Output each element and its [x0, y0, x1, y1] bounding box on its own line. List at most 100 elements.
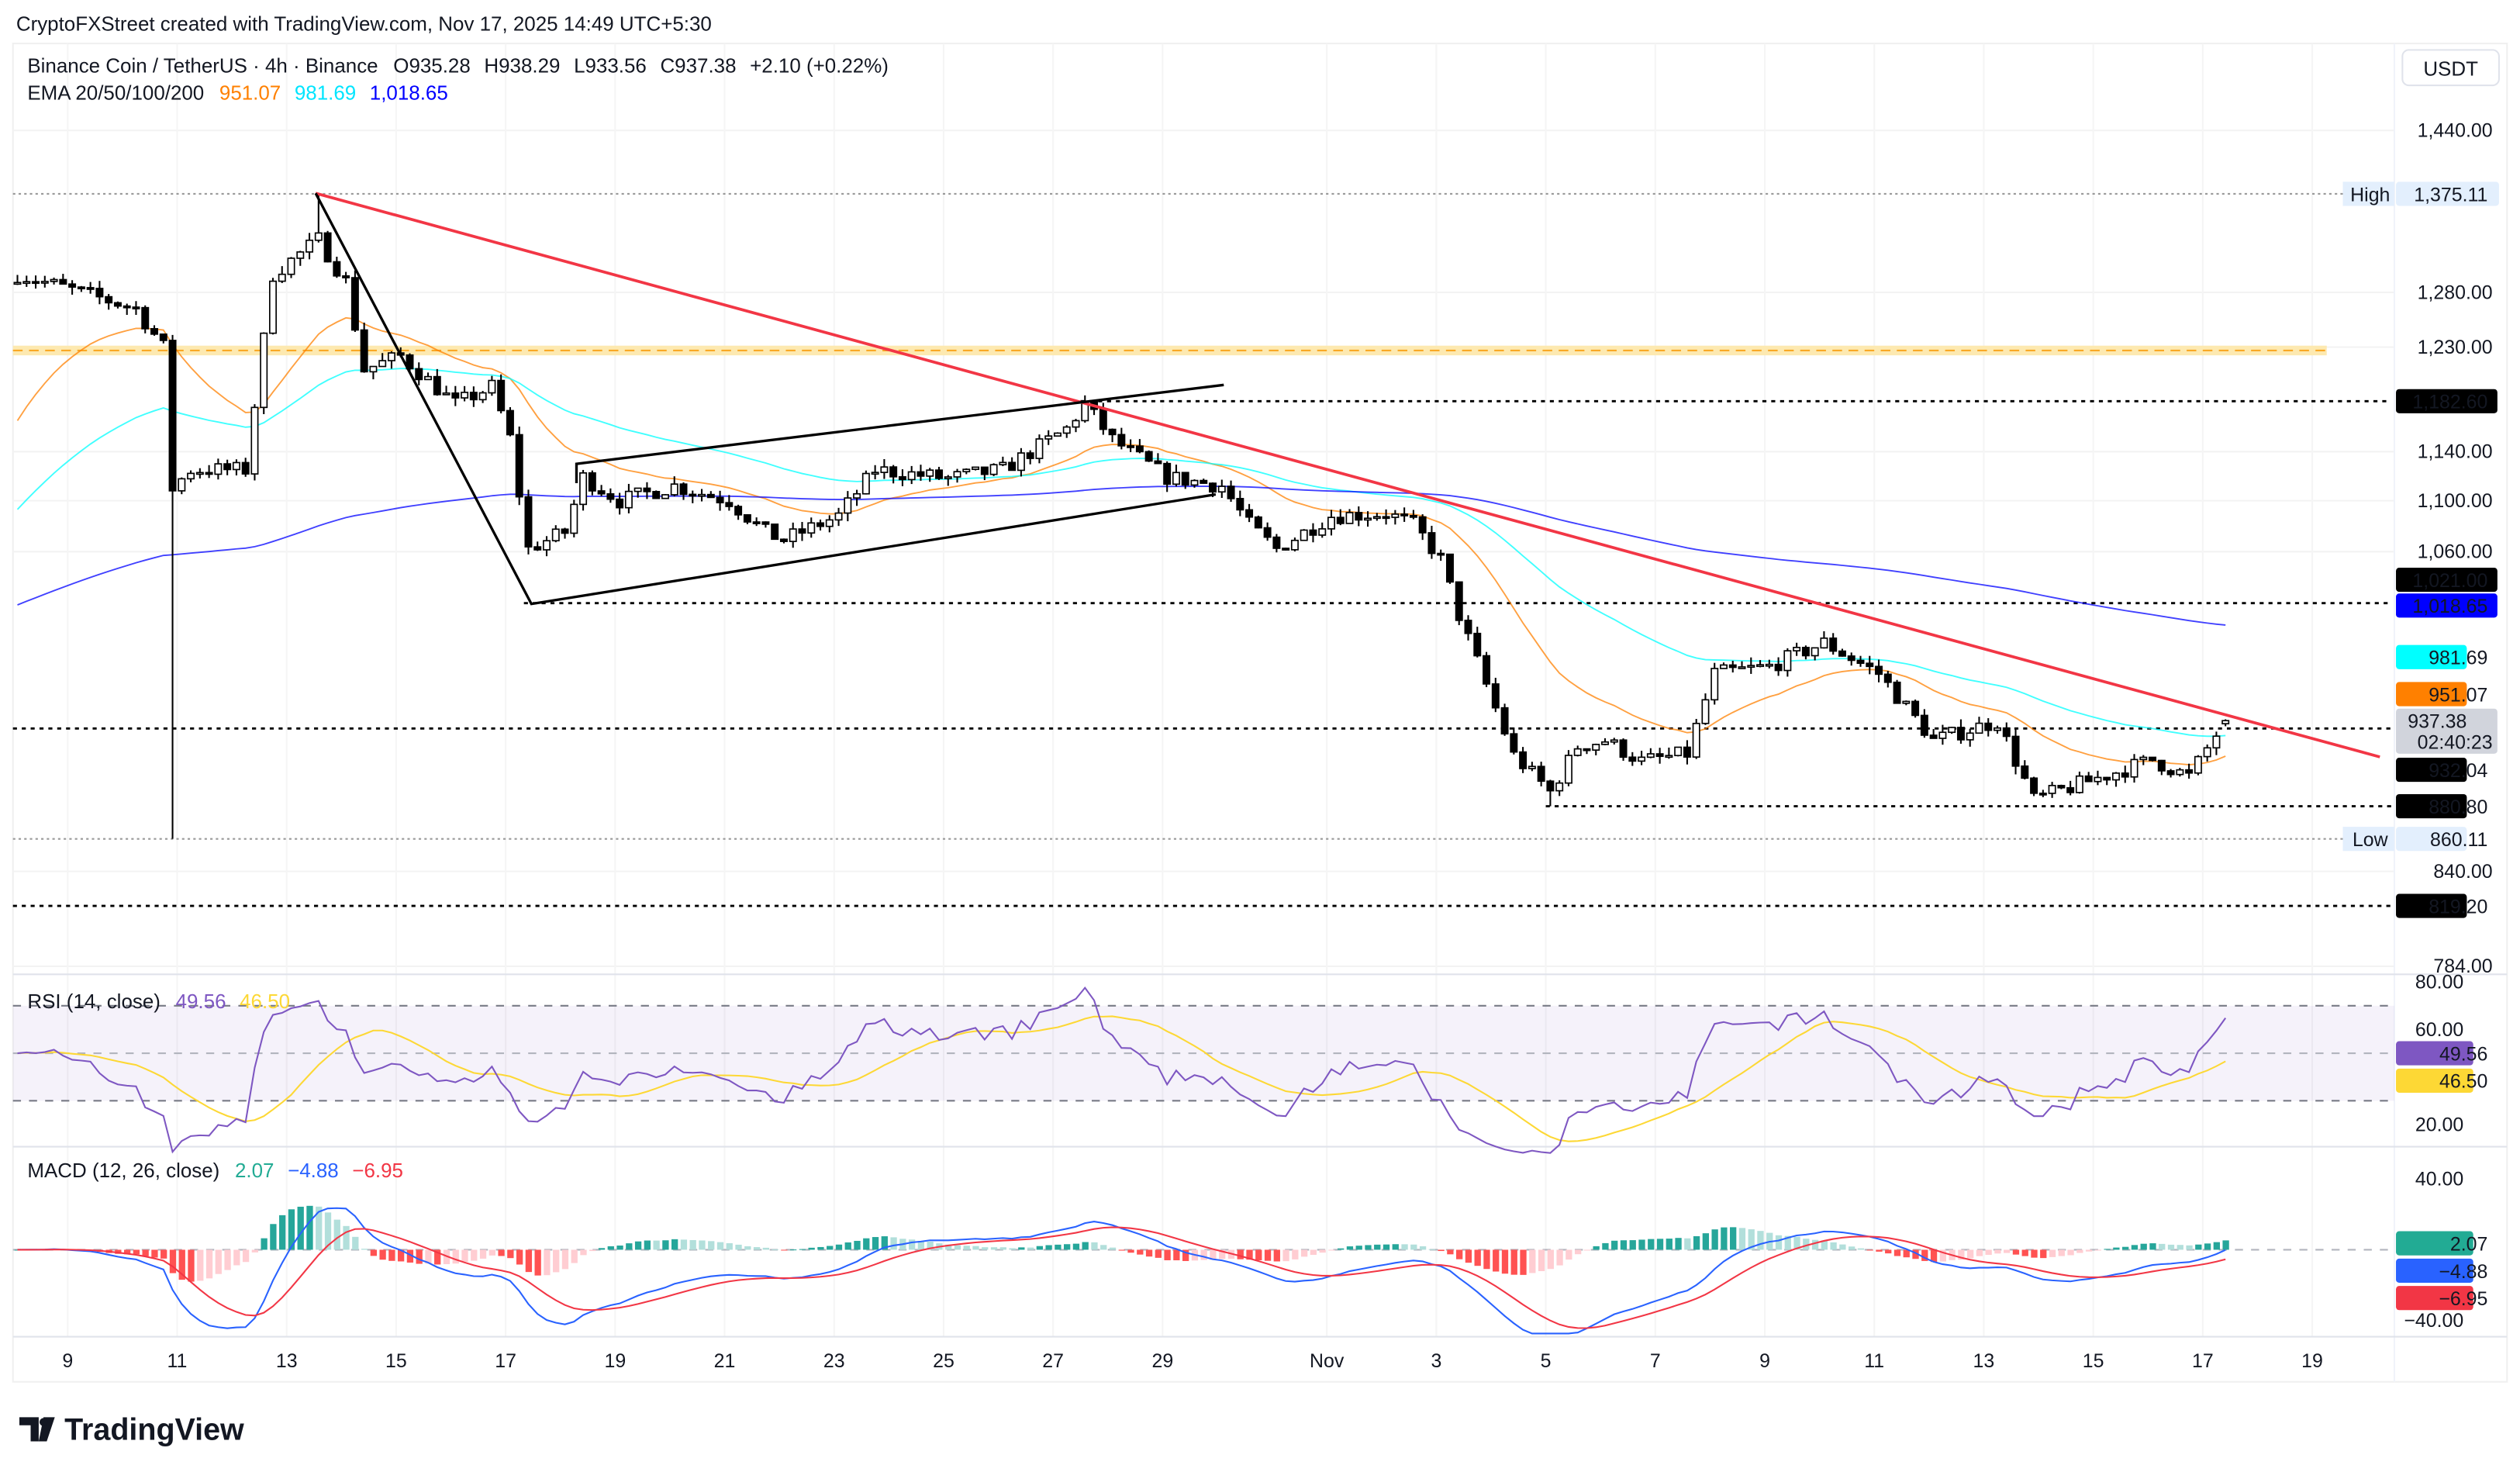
candle [442, 385, 450, 396]
level-price-tag: 1,021.00 [2396, 567, 2498, 593]
date-tick-label: 23 [823, 1350, 845, 1372]
candle-body [1866, 662, 1874, 668]
candle [1774, 657, 1783, 676]
candle-body [2021, 765, 2029, 779]
candle [606, 488, 615, 503]
attribution: CryptoFXStreet created with TradingView.… [16, 13, 712, 35]
rsi-legend[interactable]: RSI (14, close) 49.56 46.50 [27, 991, 290, 1013]
candle [415, 362, 423, 385]
candle-body [1017, 452, 1025, 472]
candle [999, 456, 1007, 467]
macd-value-tag-text: −6.95 [2439, 1288, 2487, 1310]
candle-body [1263, 527, 1272, 538]
macd-pane [12, 1205, 2394, 1335]
candle-body [706, 493, 715, 499]
high-price-tag-bg [2396, 181, 2499, 206]
candle [287, 257, 295, 278]
candle [1720, 662, 1728, 669]
trendlines[interactable] [314, 192, 2380, 758]
candle [1984, 718, 1993, 737]
macd-histogram-bar [2031, 1249, 2038, 1258]
candle [1300, 529, 1308, 541]
macd-histogram-bar [251, 1249, 259, 1253]
macd-histogram-bar [224, 1249, 231, 1270]
candle-body [1473, 632, 1482, 657]
macd-histogram-bar [1547, 1249, 1554, 1270]
macd-tick-label: −40.00 [2404, 1310, 2463, 1332]
macd-histogram-bar [1328, 1249, 1335, 1251]
macd-histogram-bar [324, 1212, 332, 1250]
macd-histogram-bar [1282, 1249, 1289, 1262]
candle-body [1546, 780, 1555, 792]
candle [1035, 434, 1044, 464]
candle [223, 459, 232, 475]
macd-histogram-bar [123, 1249, 131, 1255]
candle-body [1391, 513, 1400, 518]
candle-body [1445, 553, 1454, 583]
macd-histogram-bar [188, 1249, 195, 1282]
candle-body [1847, 655, 1855, 662]
macd-histogram-bar [1638, 1239, 1645, 1250]
candle [2139, 755, 2148, 765]
candle-body [1665, 755, 1673, 758]
candle-body [2157, 759, 2166, 772]
macd-histogram-bar [817, 1246, 824, 1250]
level-price-tag: 1,182.60 [2396, 389, 2498, 413]
candle-body [1938, 731, 1947, 739]
candle-body [214, 463, 223, 475]
macd-tick-label: 40.00 [2415, 1168, 2463, 1190]
macd-histogram-bar [1273, 1249, 1280, 1262]
price-tick-label: 1,280.00 [2418, 282, 2493, 303]
ema50-line [16, 368, 2226, 738]
candle [1437, 549, 1445, 562]
macd-histogram-bar [1009, 1248, 1016, 1250]
level-price-tag-bg [2396, 389, 2498, 413]
candle [1966, 728, 1974, 747]
candle [1282, 548, 1290, 551]
candle-body [461, 392, 469, 399]
ema20-price-tag-bg [2396, 682, 2467, 707]
macd-histogram-bar [1666, 1239, 1673, 1250]
macd-histogram-bar [772, 1249, 778, 1250]
candle-body [2057, 785, 2066, 789]
high-price-tag-text: 1,375.11 [2414, 184, 2487, 206]
candle-body [1190, 479, 1199, 486]
svg-text:Binance Coin / TetherUS · 4h ·: Binance Coin / TetherUS · 4h · Binance O… [27, 55, 889, 77]
candle-body [1984, 722, 1993, 731]
candle-body [1692, 722, 1700, 758]
macd-histogram-bar [1830, 1242, 1837, 1250]
candle-body [1254, 516, 1262, 529]
candle-body [123, 305, 131, 309]
candle-body [515, 434, 523, 498]
candle [1336, 509, 1345, 526]
macd-histogram-bar [1574, 1249, 1582, 1255]
macd-legend[interactable]: MACD (12, 26, close) 2.07 −4.88 −6.95 [27, 1160, 403, 1182]
candle-body [223, 463, 232, 471]
candle [1008, 457, 1017, 472]
candle [1911, 700, 1920, 718]
macd-histogram-bar [716, 1242, 724, 1250]
macd-histogram-bar [2058, 1249, 2065, 1256]
candle-body [1929, 734, 1938, 739]
macd-histogram-bar [781, 1249, 788, 1251]
candle [779, 538, 788, 544]
macd-histogram-bar [1300, 1249, 1308, 1257]
candle-body [205, 472, 213, 475]
candle-body [1217, 485, 1226, 493]
candle [86, 282, 95, 294]
macd-histogram-bar [306, 1205, 313, 1250]
ema200-price-tag: 1,018.65 [2396, 593, 2498, 618]
candle [844, 491, 852, 522]
currency-button[interactable]: USDT [2401, 49, 2500, 87]
candle [1893, 679, 1901, 704]
candle-body [1765, 663, 1773, 667]
candle-body [1956, 727, 1965, 741]
date-tick-label: 17 [495, 1350, 516, 1372]
symbol-legend[interactable]: Binance Coin / TetherUS · 4h · Binance O… [27, 55, 889, 104]
candle-body [1355, 512, 1363, 521]
macd-histogram-bar [2122, 1246, 2129, 1250]
macd-histogram-bar [197, 1249, 204, 1281]
candle-body [533, 546, 542, 551]
macd-histogram-bar [1173, 1249, 1180, 1261]
